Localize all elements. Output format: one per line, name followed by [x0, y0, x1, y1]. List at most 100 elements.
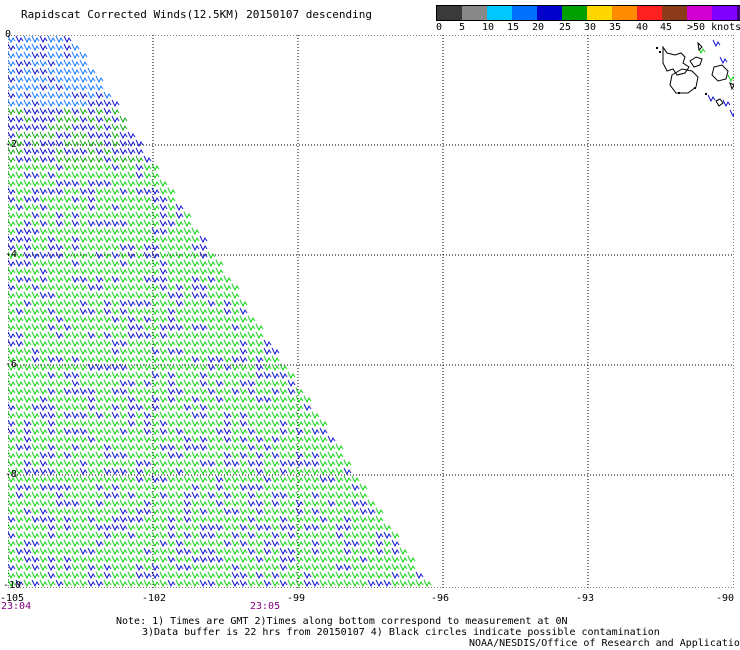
wind-barb — [127, 323, 136, 332]
wind-barb — [159, 507, 168, 516]
wind-barb — [319, 483, 328, 492]
wind-barb — [79, 339, 88, 348]
wind-barb — [63, 307, 72, 316]
wind-barb — [95, 91, 104, 100]
wind-barb — [47, 99, 56, 108]
wind-barb — [119, 403, 128, 412]
wind-barb — [391, 579, 400, 588]
wind-barb — [311, 579, 320, 588]
wind-barb — [8, 371, 16, 380]
wind-barb — [239, 571, 248, 580]
wind-barb — [311, 571, 320, 580]
wind-barb — [63, 539, 72, 548]
wind-barb — [271, 435, 280, 444]
wind-barb — [207, 283, 216, 292]
wind-barb — [151, 307, 160, 316]
wind-barb — [47, 323, 56, 332]
wind-barb — [191, 539, 200, 548]
wind-barb — [159, 267, 168, 276]
wind-barb — [271, 539, 280, 548]
wind-barb — [207, 411, 216, 420]
wind-barb — [79, 579, 88, 588]
wind-barb — [31, 315, 40, 324]
wind-barb — [79, 435, 88, 444]
wind-barb — [143, 331, 152, 340]
wind-barb — [239, 339, 248, 348]
wind-barb — [159, 347, 168, 356]
wind-barb — [159, 195, 168, 204]
wind-barb — [71, 51, 80, 60]
wind-barb — [215, 387, 224, 396]
wind-barb — [175, 579, 184, 588]
wind-barb — [31, 291, 40, 300]
wind-barb — [135, 387, 144, 396]
wind-barb — [359, 491, 368, 500]
wind-barb — [287, 507, 296, 516]
wind-barb — [231, 563, 240, 572]
wind-barb — [167, 267, 176, 276]
wind-barb — [87, 379, 96, 388]
wind-barb — [127, 131, 136, 140]
wind-barb — [279, 451, 288, 460]
wind-barb — [71, 427, 80, 436]
wind-barb — [175, 555, 184, 564]
wind-barb — [63, 331, 72, 340]
wind-barb — [399, 579, 408, 588]
wind-barb — [159, 211, 168, 220]
wind-barb — [167, 219, 176, 228]
wind-barb — [127, 139, 136, 148]
island-outline — [711, 64, 729, 82]
wind-barb — [23, 491, 32, 500]
wind-barb — [103, 403, 112, 412]
wind-barb — [327, 475, 336, 484]
wind-barb — [183, 579, 192, 588]
wind-barb — [279, 579, 288, 588]
wind-barb — [135, 211, 144, 220]
wind-barb — [71, 331, 80, 340]
wind-barb — [39, 387, 48, 396]
wind-barb — [255, 531, 264, 540]
wind-barb — [199, 403, 208, 412]
wind-barb — [183, 339, 192, 348]
wind-barb — [8, 211, 16, 220]
wind-barb — [103, 579, 112, 588]
wind-barb — [159, 547, 168, 556]
wind-barb — [55, 59, 64, 68]
wind-barb — [47, 339, 56, 348]
wind-barb — [151, 171, 160, 180]
time-label-mid: 23:05 — [250, 601, 281, 612]
wind-barb — [175, 507, 184, 516]
wind-barb — [327, 459, 336, 468]
wind-barb — [215, 395, 224, 404]
wind-barb — [111, 323, 120, 332]
wind-barb — [15, 363, 24, 372]
wind-barb — [23, 171, 32, 180]
wind-barb — [287, 531, 296, 540]
wind-barb — [151, 435, 160, 444]
wind-barb — [407, 579, 416, 588]
wind-barb — [175, 211, 184, 220]
wind-barb — [159, 411, 168, 420]
wind-barb — [31, 51, 40, 60]
wind-barb — [255, 579, 264, 588]
wind-barb — [223, 427, 232, 436]
wind-barb — [143, 475, 152, 484]
wind-barb — [327, 555, 336, 564]
wind-barb — [311, 451, 320, 460]
wind-barb — [119, 547, 128, 556]
wind-barb — [207, 259, 216, 268]
wind-barb — [223, 347, 232, 356]
wind-barb — [63, 571, 72, 580]
wind-barb — [87, 555, 96, 564]
wind-barb — [55, 355, 64, 364]
wind-barb — [63, 107, 72, 116]
wind-barb — [175, 267, 184, 276]
wind-barb — [311, 467, 320, 476]
wind-barb — [175, 339, 184, 348]
wind-barb — [95, 171, 104, 180]
wind-barb — [15, 259, 24, 268]
wind-barb — [351, 563, 360, 572]
wind-barb — [31, 531, 40, 540]
wind-barb — [47, 115, 56, 124]
wind-barb — [135, 379, 144, 388]
